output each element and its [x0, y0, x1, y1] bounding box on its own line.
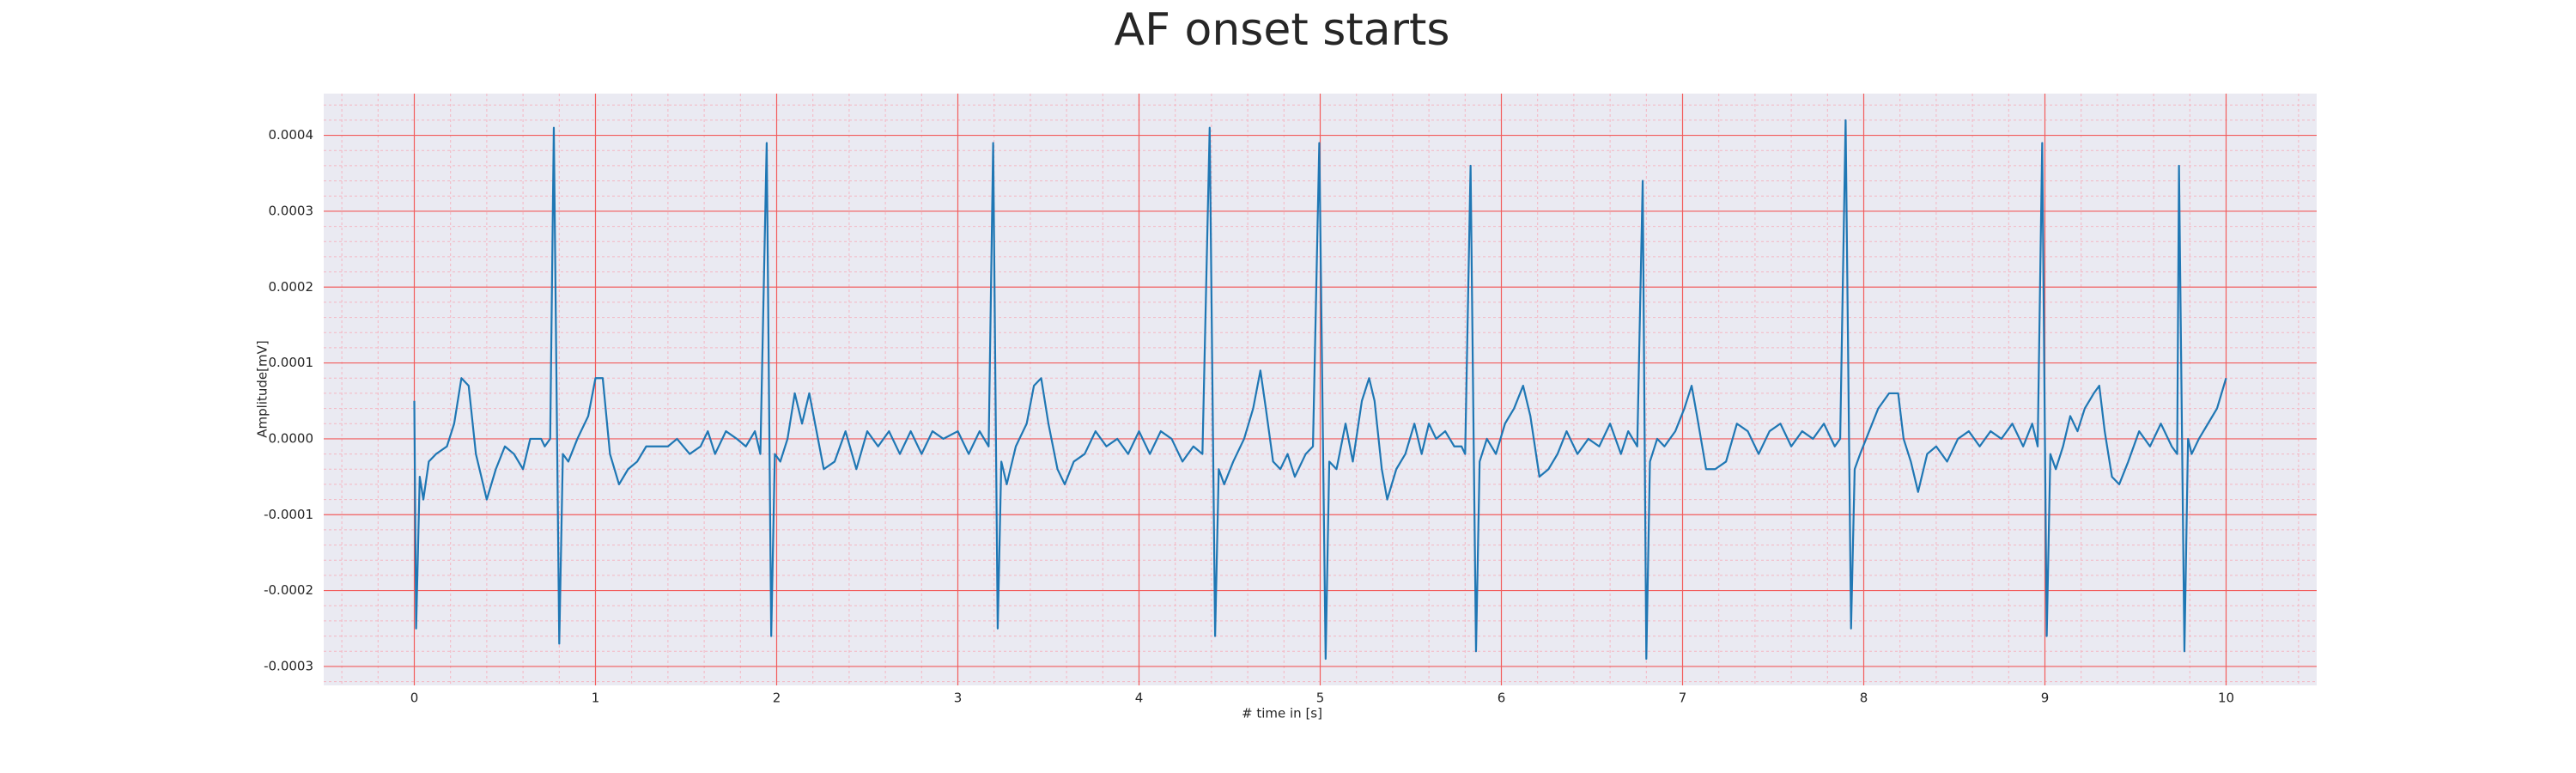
x-tick-label: 10	[2218, 691, 2234, 706]
x-tick-label: 2	[773, 691, 781, 706]
y-tick-label: -0.0002	[264, 582, 313, 598]
y-tick-label: -0.0003	[264, 658, 313, 673]
chart-title: AF onset starts	[1115, 4, 1450, 56]
y-axis-label: Amplitude[mV]	[255, 340, 270, 437]
y-tick-label: 0.0004	[269, 127, 314, 143]
y-tick-label: 0.0002	[269, 279, 314, 295]
x-tick-label: 7	[1679, 691, 1687, 706]
ecg-line	[413, 119, 2227, 660]
x-tick-label: 1	[592, 691, 600, 706]
x-tick-label: 8	[1860, 691, 1868, 706]
y-tick-label: 0.0003	[269, 203, 314, 218]
x-tick-label: 6	[1498, 691, 1506, 706]
x-tick-label: 5	[1316, 691, 1325, 706]
y-tick-label: -0.0001	[264, 507, 313, 522]
x-tick-label: 3	[954, 691, 963, 706]
major-grid	[324, 94, 2317, 685]
y-tick-label: 0.0000	[269, 430, 314, 446]
x-axis-label: # time in [s]	[1242, 706, 1322, 721]
y-tick-label: 0.0001	[269, 355, 314, 370]
x-tick-label: 0	[410, 691, 419, 706]
x-tick-label: 9	[2041, 691, 2050, 706]
marks	[413, 119, 2227, 660]
x-tick-label: 4	[1135, 691, 1144, 706]
